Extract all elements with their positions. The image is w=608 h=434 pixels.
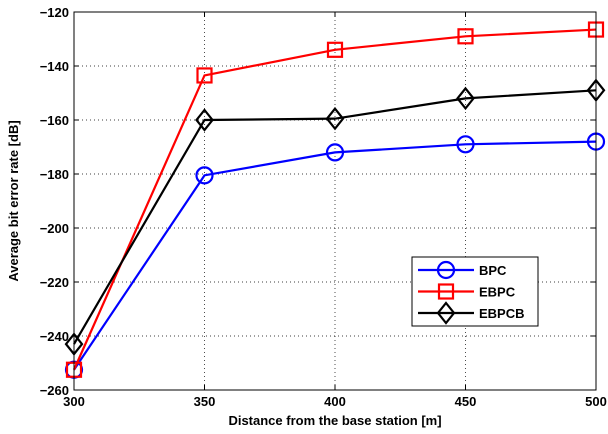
legend: BPC EBPC EBPCB [411,256,539,327]
x-tick-label: 300 [63,394,85,409]
y-tick-label: −260 [40,383,69,398]
x-tick-label: 400 [324,394,346,409]
data-point-ebpcb [456,86,475,111]
series-line-ebpc [72,28,597,371]
data-point-ebpc [326,41,344,58]
x-tick-label: 500 [585,394,607,409]
data-point-ebpc [196,67,213,84]
legend-label: EBPC [479,285,516,300]
y-tick-label: −180 [40,167,69,182]
plot-background [74,12,596,390]
series-line-bpc [73,140,597,371]
legend-label: EBPCB [479,306,525,321]
grid-lines [74,12,596,390]
y-tick-label: −140 [40,59,69,74]
data-point-ebpcb [195,108,214,132]
legend-marker [436,301,456,325]
y-tick-label: −220 [40,275,69,290]
data-point-bpc [456,135,475,154]
legend-marker [436,260,456,280]
y-axis-title: Average bit error rate [dB] [6,120,21,281]
y-tick-label: −120 [40,5,69,20]
tick-labels: 300 350 400 450 500 −260 −240 −220 −200 −180 −160 −… [40,5,607,409]
y-tick-label: −160 [40,113,69,128]
data-point-ebpc [457,28,474,45]
x-axis-title: Distance from the base station [m] [228,413,441,428]
y-tick-label: −240 [40,329,69,344]
legend-marker [437,283,455,300]
legend-item-ebpcb: EBPCB [418,301,525,325]
legend-items: BPC EBPC EBPCB [418,260,525,325]
data-point-bpc [195,166,214,185]
x-tick-label: 350 [194,394,216,409]
data-point-ebpcb [325,106,345,131]
legend-item-ebpc: EBPC [418,283,516,300]
axis-ticks [73,11,597,391]
legend-item-bpc: BPC [418,260,507,280]
x-tick-label: 450 [455,394,477,409]
series-line-ebpcb [73,89,597,345]
legend-label: BPC [479,263,507,278]
data-point-bpc [325,143,345,162]
y-tick-label: −200 [40,221,69,236]
